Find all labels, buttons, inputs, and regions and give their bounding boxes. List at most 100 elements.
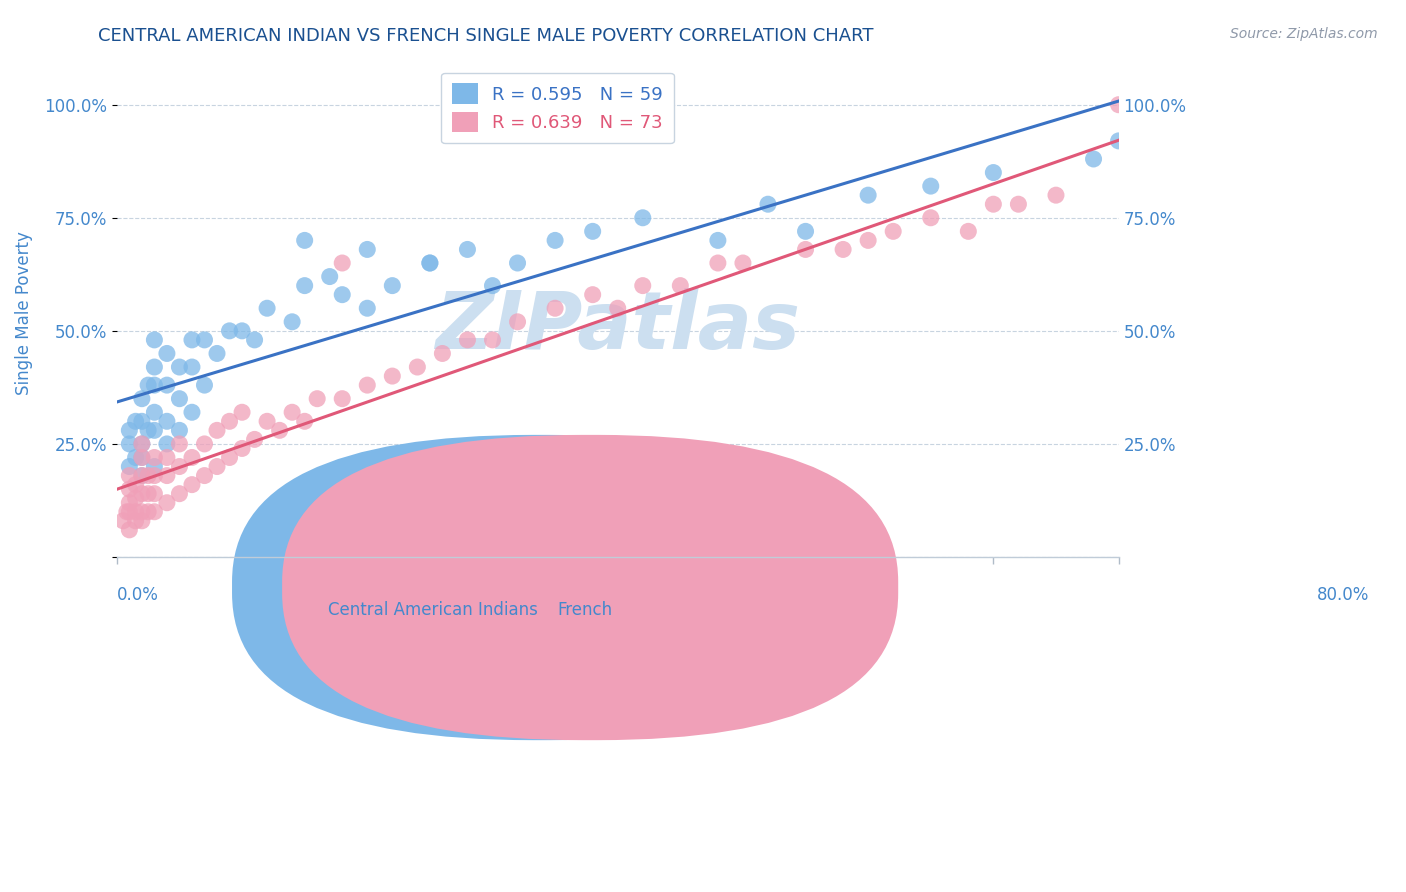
Point [124, 514, 146, 528]
Point [136, 378, 159, 392]
Point [124, 477, 146, 491]
Point [243, 333, 266, 347]
Point [193, 378, 215, 392]
Text: Central American Indians: Central American Indians [328, 601, 537, 619]
Point [983, 197, 1005, 211]
Point [136, 423, 159, 437]
Point [381, 369, 404, 384]
Point [131, 414, 153, 428]
Point [118, 496, 141, 510]
Point [456, 243, 478, 257]
Point [669, 278, 692, 293]
Point [506, 315, 529, 329]
Point [193, 333, 215, 347]
Point [218, 450, 240, 465]
Text: CENTRAL AMERICAN INDIAN VS FRENCH SINGLE MALE POVERTY CORRELATION CHART: CENTRAL AMERICAN INDIAN VS FRENCH SINGLE… [98, 27, 875, 45]
Point [731, 256, 754, 270]
Point [124, 450, 146, 465]
Point [136, 468, 159, 483]
Point [156, 496, 179, 510]
Point [118, 437, 141, 451]
Point [118, 468, 141, 483]
Point [131, 437, 153, 451]
Point [231, 324, 253, 338]
Point [1007, 197, 1029, 211]
Point [118, 482, 141, 496]
Point [181, 450, 204, 465]
Point [169, 437, 191, 451]
Point [205, 459, 228, 474]
Point [156, 450, 179, 465]
Point [131, 437, 153, 451]
Point [432, 346, 454, 360]
Point [281, 405, 304, 419]
Point [131, 505, 153, 519]
Point [181, 359, 204, 374]
Point [115, 505, 138, 519]
Point [143, 450, 166, 465]
Point [582, 224, 605, 238]
Point [983, 165, 1005, 179]
Point [205, 346, 228, 360]
Point [218, 324, 240, 338]
Point [707, 256, 730, 270]
Point [756, 197, 779, 211]
Point [957, 224, 980, 238]
Point [205, 423, 228, 437]
Point [794, 224, 817, 238]
Point [856, 188, 879, 202]
Point [131, 392, 153, 406]
Point [294, 278, 316, 293]
Point [269, 423, 291, 437]
Point [330, 392, 353, 406]
Point [606, 301, 628, 316]
Point [856, 233, 879, 247]
Point [169, 423, 191, 437]
Point [481, 333, 503, 347]
Point [193, 468, 215, 483]
Point [707, 233, 730, 247]
Point [156, 414, 179, 428]
Point [294, 233, 316, 247]
Point [318, 269, 340, 284]
Point [256, 414, 278, 428]
Point [156, 437, 179, 451]
Point [143, 468, 166, 483]
Point [582, 287, 605, 301]
Point [156, 378, 179, 392]
Point [143, 378, 166, 392]
Point [181, 405, 204, 419]
Point [456, 333, 478, 347]
Point [481, 278, 503, 293]
Point [169, 392, 191, 406]
Text: 0.0%: 0.0% [117, 586, 159, 604]
Point [124, 505, 146, 519]
Point [920, 211, 942, 225]
Point [1083, 152, 1105, 166]
Point [118, 523, 141, 537]
Point [193, 437, 215, 451]
Point [131, 514, 153, 528]
Point [124, 414, 146, 428]
Point [544, 301, 567, 316]
Point [1045, 188, 1067, 202]
Point [231, 405, 253, 419]
Point [131, 450, 153, 465]
Text: French: French [558, 601, 613, 619]
Y-axis label: Single Male Poverty: Single Male Poverty [15, 231, 32, 394]
Point [406, 359, 429, 374]
Point [118, 459, 141, 474]
Point [181, 333, 204, 347]
Point [920, 179, 942, 194]
Point [118, 505, 141, 519]
Text: ZIPatlas: ZIPatlas [436, 288, 800, 367]
FancyBboxPatch shape [283, 435, 898, 740]
Point [136, 486, 159, 500]
Point [118, 423, 141, 437]
Point [419, 256, 441, 270]
Point [243, 433, 266, 447]
Point [124, 491, 146, 506]
Point [631, 278, 654, 293]
Point [1132, 165, 1154, 179]
Point [131, 450, 153, 465]
